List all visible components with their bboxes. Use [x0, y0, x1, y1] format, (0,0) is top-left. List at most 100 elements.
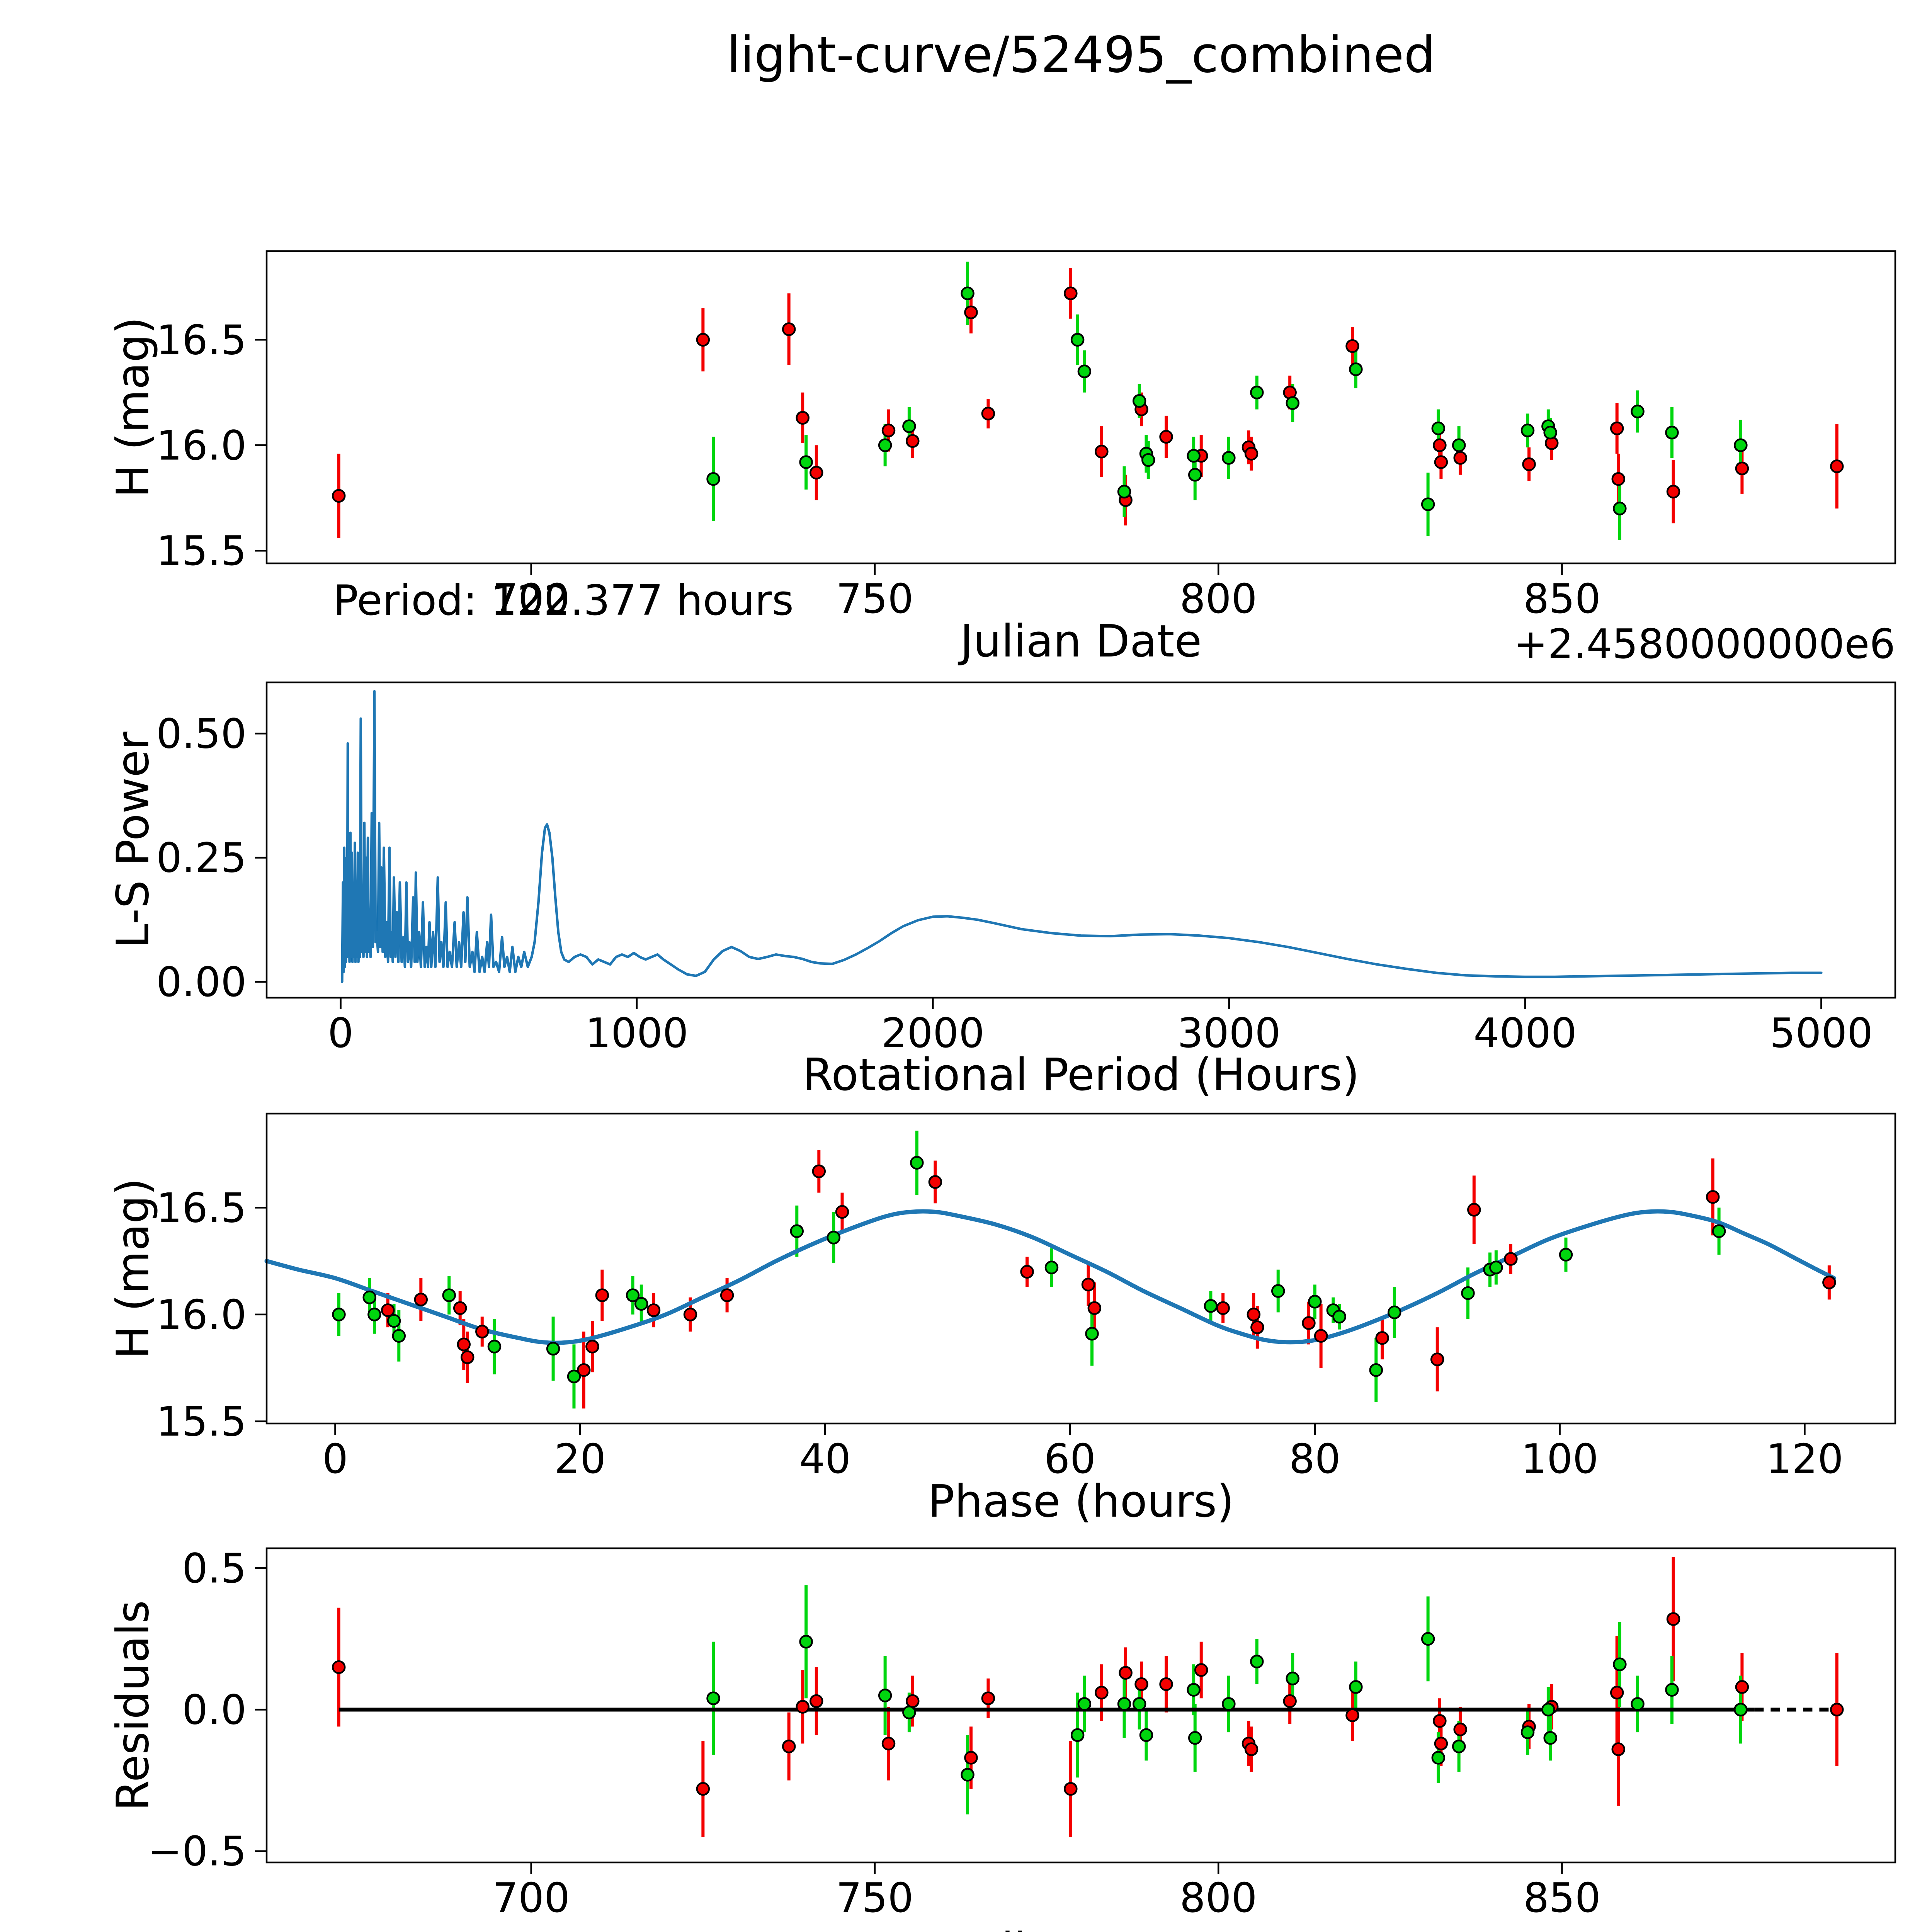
data-marker-green_points	[1613, 1657, 1627, 1672]
data-marker-green_points	[1349, 1680, 1363, 1694]
axes-frame	[265, 681, 1896, 999]
data-marker-red_points	[796, 1700, 810, 1714]
x-tick-label: 1000	[585, 1010, 688, 1057]
data-marker-red_points	[332, 1660, 346, 1674]
data-marker-green_points	[1559, 1248, 1573, 1262]
data-marker-red_points	[1504, 1252, 1518, 1266]
data-marker-red_points	[1666, 485, 1680, 499]
data-marker-green_points	[1520, 423, 1535, 437]
data-marker-green_points	[1070, 333, 1085, 347]
data-marker-green_points	[1222, 1697, 1236, 1711]
data-marker-red_points	[1522, 457, 1536, 471]
data-marker-green_points	[1665, 425, 1679, 440]
data-marker-green_points	[1541, 1702, 1555, 1717]
data-marker-green_points	[1369, 1363, 1383, 1377]
data-marker-red_points	[1194, 1663, 1208, 1677]
data-marker-red_points	[585, 1340, 599, 1354]
data-marker-red_points	[906, 1694, 920, 1708]
subplot4-axis-offset: +2.4580000000e6	[0, 1931, 1895, 1932]
data-marker-green_points	[1308, 1294, 1322, 1309]
data-marker-red_points	[414, 1293, 428, 1306]
x-tick-label: 100	[1521, 1435, 1598, 1483]
data-marker-green_points	[1250, 1655, 1264, 1668]
data-marker-green_points	[1132, 394, 1146, 408]
data-marker-green_points	[1141, 453, 1155, 467]
data-marker-red_points	[1081, 1277, 1095, 1292]
x-tick-label: 800	[1180, 1874, 1257, 1922]
data-marker-green_points	[1187, 1683, 1201, 1697]
data-marker-red_points	[1735, 461, 1749, 476]
data-marker-green_points	[827, 1231, 841, 1245]
data-marker-green_points	[1077, 364, 1092, 378]
data-marker-red_points	[696, 333, 710, 347]
data-marker-green_points	[1431, 421, 1446, 435]
data-marker-green_points	[546, 1342, 560, 1356]
data-marker-red_points	[577, 1363, 591, 1377]
y-tick-label: 15.5	[156, 1398, 247, 1445]
data-marker-red_points	[1434, 1736, 1448, 1751]
data-marker-green_points	[706, 1691, 720, 1705]
data-marker-green_points	[1734, 1702, 1748, 1717]
y-tick-label: 16.0	[156, 1291, 247, 1338]
data-marker-green_points	[1117, 1697, 1131, 1711]
data-marker-red_points	[1822, 1276, 1836, 1289]
x-tick-label: 80	[1289, 1435, 1341, 1483]
subplot2-xlabel: Rotational Period (Hours)	[802, 1049, 1360, 1101]
data-marker-green_points	[1520, 1725, 1535, 1739]
data-marker-green_points	[1077, 1697, 1092, 1711]
data-marker-red_points	[906, 434, 920, 448]
data-marker-red_points	[1314, 1329, 1328, 1343]
data-marker-green_points	[626, 1288, 640, 1302]
data-marker-green_points	[1631, 1697, 1645, 1711]
data-marker-green_points	[1712, 1224, 1726, 1238]
data-marker-red_points	[1706, 1190, 1720, 1204]
data-marker-green_points	[902, 1706, 916, 1719]
data-marker-red_points	[1244, 1742, 1259, 1756]
data-marker-red_points	[1610, 1685, 1624, 1700]
x-tick-label: 750	[836, 575, 913, 622]
data-marker-red_points	[782, 322, 796, 336]
data-marker-green_points	[392, 1329, 406, 1343]
x-tick-label: 0	[322, 1435, 348, 1483]
y-tick-label: 0.00	[156, 959, 247, 1006]
data-marker-green_points	[634, 1297, 648, 1311]
axes-frame	[265, 250, 1896, 565]
data-marker-red_points	[1610, 421, 1624, 435]
data-marker-green_points	[1461, 1286, 1475, 1300]
x-tick-label: 4000	[1473, 1010, 1577, 1057]
data-marker-green_points	[332, 1308, 346, 1321]
data-marker-red_points	[1064, 286, 1078, 300]
data-marker-green_points	[1332, 1310, 1346, 1324]
data-marker-red_points	[796, 411, 810, 425]
data-marker-red_points	[332, 489, 346, 503]
data-marker-red_points	[1611, 472, 1626, 486]
data-marker-green_points	[1117, 485, 1131, 499]
data-marker-green_points	[878, 1689, 892, 1702]
data-marker-red_points	[835, 1205, 849, 1219]
data-marker-red_points	[1430, 1352, 1444, 1366]
x-tick-label: 5000	[1770, 1010, 1873, 1057]
data-marker-red_points	[475, 1325, 489, 1338]
data-marker-green_points	[902, 419, 916, 433]
subplot3-phased-lightcurve-canvas: 0 20 40 60 80 100 120 15.5 16.0 16.5	[156, 1112, 1896, 1483]
data-marker-green_points	[1734, 438, 1748, 452]
data-marker-green_points	[790, 1224, 804, 1238]
x-tick-label: 3000	[1177, 1010, 1281, 1057]
data-marker-red_points	[1244, 447, 1259, 461]
data-marker-green_points	[799, 1634, 813, 1649]
data-marker-red_points	[381, 1303, 395, 1317]
subplot3-xlabel: Phase (hours)	[928, 1476, 1234, 1527]
data-marker-green_points	[1388, 1305, 1401, 1320]
data-marker-red_points	[696, 1782, 710, 1796]
data-marker-green_points	[1044, 1260, 1059, 1274]
y-tick-label: 16.5	[156, 316, 247, 364]
x-tick-label: 60	[1044, 1435, 1096, 1483]
figure-title: light-curve/52495_combined	[726, 26, 1435, 84]
data-marker-red_points	[1830, 459, 1844, 473]
data-marker-red_points	[1095, 444, 1109, 459]
plot-area: 0 20 40 60 80 100 120 15.5 16.0 16.5	[156, 1112, 1896, 1483]
data-marker-green_points	[878, 438, 892, 452]
data-marker-red_points	[881, 1736, 896, 1751]
data-marker-green_points	[961, 1768, 975, 1782]
data-marker-green_points	[1286, 396, 1300, 410]
